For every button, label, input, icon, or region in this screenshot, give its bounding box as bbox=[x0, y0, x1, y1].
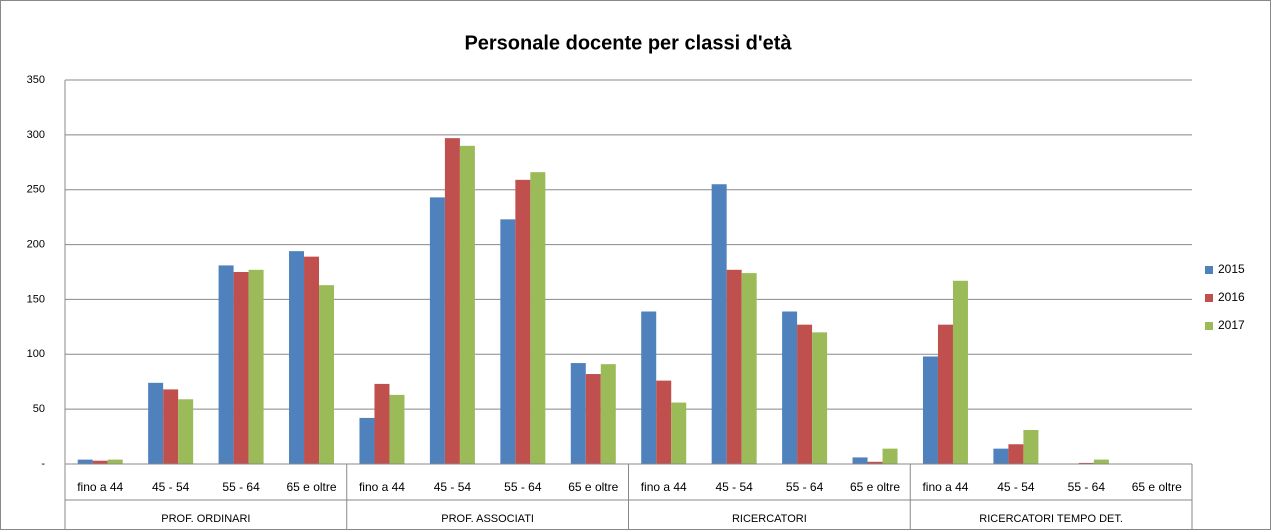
bar bbox=[726, 269, 742, 464]
legend-label: 2015 bbox=[1218, 262, 1245, 276]
bar bbox=[782, 311, 798, 464]
bar bbox=[993, 448, 1009, 464]
bar bbox=[741, 273, 757, 464]
bar bbox=[374, 383, 390, 464]
bar bbox=[107, 459, 123, 464]
y-tick-label: 300 bbox=[27, 129, 45, 141]
bar bbox=[248, 269, 264, 464]
bar bbox=[882, 448, 898, 464]
bar bbox=[515, 179, 531, 464]
x-tick-label: 65 e oltre bbox=[1132, 480, 1182, 494]
legend-swatch bbox=[1205, 322, 1213, 330]
legend-swatch bbox=[1205, 266, 1213, 274]
legend-label: 2017 bbox=[1218, 318, 1245, 332]
y-tick-label: 200 bbox=[27, 238, 45, 250]
x-tick-label: fino a 44 bbox=[922, 480, 968, 494]
bar bbox=[867, 461, 883, 464]
y-tick-label: 50 bbox=[33, 403, 45, 415]
bar bbox=[1078, 462, 1094, 464]
bar bbox=[304, 256, 320, 464]
x-tick-label: 55 - 64 bbox=[1068, 480, 1106, 494]
group-label: RICERCATORI TEMPO DET. bbox=[979, 513, 1123, 525]
bar bbox=[77, 459, 93, 464]
bar bbox=[585, 374, 601, 464]
x-tick-label: 55 - 64 bbox=[222, 480, 260, 494]
x-tick-label: fino a 44 bbox=[359, 480, 405, 494]
bar bbox=[1093, 459, 1109, 464]
y-tick-label: - bbox=[41, 458, 45, 470]
bar bbox=[92, 460, 108, 464]
bar bbox=[922, 356, 938, 464]
bar bbox=[711, 184, 727, 464]
bar bbox=[459, 145, 475, 465]
x-tick-label: 65 e oltre bbox=[568, 480, 618, 494]
bar bbox=[671, 402, 687, 464]
bar bbox=[812, 332, 828, 464]
bar bbox=[570, 363, 586, 464]
x-tick-label: fino a 44 bbox=[77, 480, 123, 494]
x-tick-label: 65 e oltre bbox=[850, 480, 900, 494]
bar bbox=[600, 364, 616, 464]
x-tick-label: 45 - 54 bbox=[715, 480, 753, 494]
x-tick-label: 65 e oltre bbox=[287, 480, 337, 494]
group-label: PROF. ASSOCIATI bbox=[441, 513, 534, 525]
bar bbox=[1023, 429, 1039, 464]
y-tick-label: 250 bbox=[27, 184, 45, 196]
bar bbox=[359, 417, 375, 464]
legend-swatch bbox=[1205, 294, 1213, 302]
bar bbox=[148, 382, 164, 464]
bar bbox=[852, 457, 868, 464]
bar bbox=[289, 251, 305, 464]
legend-label: 2016 bbox=[1218, 290, 1245, 304]
x-tick-label: 55 - 64 bbox=[504, 480, 542, 494]
bar bbox=[444, 138, 460, 465]
bar bbox=[656, 380, 672, 464]
bar bbox=[641, 311, 657, 464]
bar bbox=[163, 389, 179, 464]
bar bbox=[178, 399, 194, 464]
chart-title: Personale docente per classi d'età bbox=[464, 32, 792, 54]
y-tick-label: 350 bbox=[27, 74, 45, 86]
bar bbox=[429, 197, 445, 464]
bar bbox=[952, 280, 968, 464]
bar bbox=[797, 324, 813, 464]
bar bbox=[530, 172, 546, 464]
bar bbox=[500, 219, 516, 464]
x-tick-label: fino a 44 bbox=[641, 480, 687, 494]
bar bbox=[937, 324, 953, 464]
y-tick-label: 100 bbox=[27, 348, 45, 360]
group-label: PROF. ORDINARI bbox=[161, 513, 250, 525]
y-tick-label: 150 bbox=[27, 293, 45, 305]
x-tick-label: 45 - 54 bbox=[434, 480, 472, 494]
bar bbox=[218, 265, 234, 464]
bar bbox=[1008, 444, 1024, 464]
group-label: RICERCATORI bbox=[732, 513, 807, 525]
bar bbox=[389, 394, 405, 464]
x-tick-label: 45 - 54 bbox=[997, 480, 1035, 494]
x-tick-label: 55 - 64 bbox=[786, 480, 824, 494]
bar bbox=[319, 285, 335, 464]
x-tick-label: 45 - 54 bbox=[152, 480, 190, 494]
bar bbox=[233, 272, 249, 464]
